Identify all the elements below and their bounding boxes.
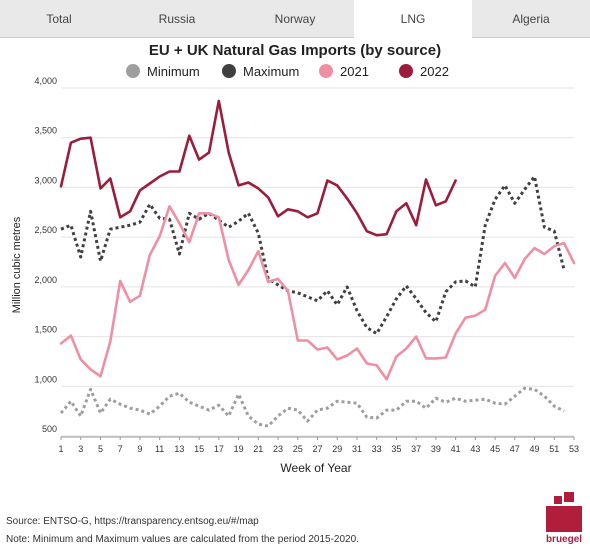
series-line-2021	[59, 205, 576, 381]
tab-lng[interactable]: LNG	[354, 0, 472, 38]
series-line-maximum	[60, 175, 566, 336]
x-tick-label: 7	[118, 444, 123, 454]
x-tick-label: 35	[391, 444, 401, 454]
tab-algeria[interactable]: Algeria	[472, 0, 590, 38]
legend-marker-minimum	[126, 64, 140, 78]
y-axis-label: Million cubic metres	[11, 216, 23, 313]
x-tick-label: 43	[470, 444, 480, 454]
legend-label-maximum: Maximum	[243, 64, 299, 79]
x-tick-label: 33	[372, 444, 382, 454]
series-line-2022	[59, 99, 457, 237]
x-tick-label: 31	[352, 444, 362, 454]
x-tick-label: 15	[194, 444, 204, 454]
source-tabs: Total Russia Norway LNG Algeria	[0, 0, 590, 38]
y-tick-label: 1,000	[34, 374, 57, 384]
x-tick-label: 17	[214, 444, 224, 454]
x-tick-label: 23	[273, 444, 283, 454]
x-tick-label: 39	[431, 444, 441, 454]
x-tick-label: 47	[510, 444, 520, 454]
x-tick-label: 45	[490, 444, 500, 454]
x-tick-label: 41	[451, 444, 461, 454]
y-tick-label: 1,500	[34, 325, 57, 335]
x-tick-label: 53	[569, 444, 579, 454]
tab-russia[interactable]: Russia	[118, 0, 236, 38]
source-note: Source: ENTSO-G, https://transparency.en…	[6, 516, 259, 527]
x-tick-label: 49	[530, 444, 540, 454]
series-lines	[59, 99, 576, 428]
logo-text: bruegel	[546, 534, 582, 545]
x-axis-label: Week of Year	[280, 461, 351, 475]
legend: Minimum Maximum 2021 2022	[126, 64, 449, 79]
x-tick-label: 25	[293, 444, 303, 454]
y-tick-label: 2,000	[34, 275, 57, 285]
y-tick-label: 3,500	[34, 126, 57, 136]
x-tick-label: 3	[78, 444, 83, 454]
tab-total[interactable]: Total	[0, 0, 118, 38]
legend-label-2022: 2022	[420, 64, 449, 79]
x-tick-label: 29	[332, 444, 342, 454]
chart-title: EU + UK Natural Gas Imports (by source)	[149, 42, 441, 59]
x-tick-label: 1	[58, 444, 63, 454]
gridlines	[61, 87, 574, 437]
y-tick-label: 3,000	[34, 175, 57, 185]
legend-marker-maximum	[222, 64, 236, 78]
x-tick-label: 13	[174, 444, 184, 454]
y-tick-label: 500	[42, 424, 57, 434]
y-tick-label: 2,500	[34, 225, 57, 235]
x-tick-label: 27	[312, 444, 322, 454]
x-tick-label: 9	[137, 444, 142, 454]
legend-label-2021: 2021	[340, 64, 369, 79]
legend-marker-2021	[319, 64, 333, 78]
legend-marker-2022	[399, 64, 413, 78]
bruegel-logo: bruegel	[546, 492, 582, 545]
x-tick-label: 21	[253, 444, 263, 454]
x-tick-label: 37	[411, 444, 421, 454]
legend-label-minimum: Minimum	[147, 64, 200, 79]
x-tick-label: 11	[155, 444, 164, 454]
series-line-minimum	[59, 386, 565, 428]
y-tick-label: 4,000	[34, 76, 57, 86]
gas-imports-chart: EU + UK Natural Gas Imports (by source) …	[11, 42, 579, 475]
methodology-note: Note: Minimum and Maximum values are cal…	[6, 534, 359, 545]
x-tick-label: 5	[98, 444, 103, 454]
x-tick-label: 51	[549, 444, 559, 454]
x-tick-label: 19	[234, 444, 244, 454]
tab-norway[interactable]: Norway	[236, 0, 354, 38]
